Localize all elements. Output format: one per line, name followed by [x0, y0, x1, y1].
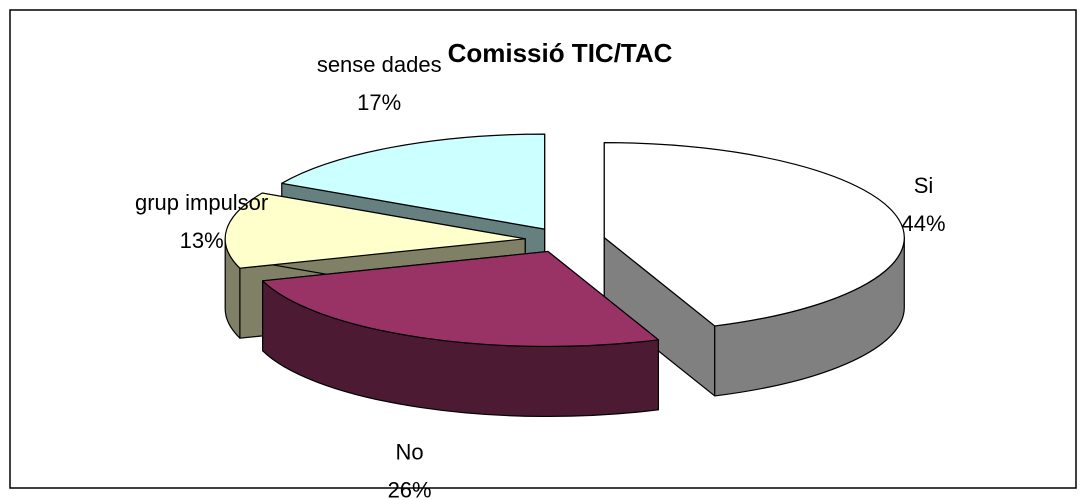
chart-title: Comissió TIC/TAC	[448, 38, 673, 68]
slice	[224, 192, 526, 269]
slice-label: Si	[914, 173, 934, 198]
slice-value-label: 17%	[357, 90, 401, 115]
slice-label: No	[396, 440, 424, 465]
slice-value-label: 13%	[180, 228, 224, 253]
slice	[262, 250, 660, 348]
slice-value-label: 26%	[388, 478, 432, 500]
slice	[603, 142, 905, 327]
slice-value-label: 44%	[902, 211, 946, 236]
slice	[281, 133, 546, 230]
slice-label: grup impulsor	[135, 190, 268, 215]
slice-label: sense dades	[317, 52, 442, 77]
